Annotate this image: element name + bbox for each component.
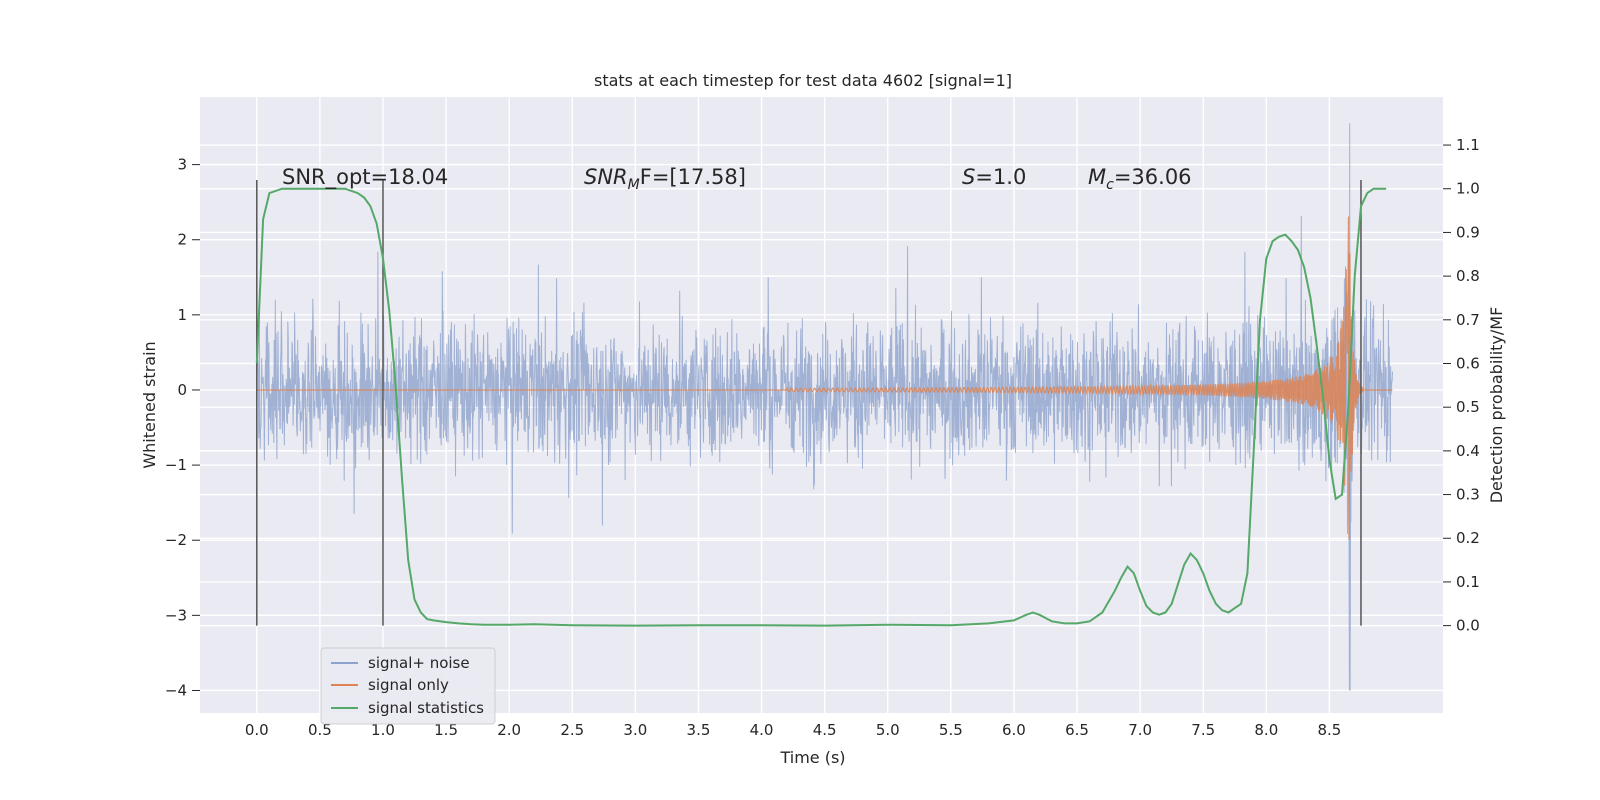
y2-tick-label: 0.1 (1456, 573, 1480, 591)
plot-content (255, 123, 1393, 691)
annotation-mc: Mc=36.06 (1088, 165, 1192, 193)
y-tick-label: −2 (165, 531, 187, 549)
annotation-snr-mf-value: F=[17.58] (640, 165, 746, 189)
y-tick-label: −3 (165, 606, 187, 624)
x-tick-label: 3.5 (687, 721, 711, 739)
series-signal-plus-noise (256, 123, 1393, 691)
y-axis-label: Whitened strain (140, 341, 159, 468)
y-axis-ticks: 3 2 1 0 −1 −2 −3 −4 (165, 156, 200, 699)
x-tick-label: 6.5 (1065, 721, 1089, 739)
y-tick-label: 2 (177, 231, 187, 249)
x-tick-label: 1.0 (371, 721, 395, 739)
y2-tick-label: 0.7 (1456, 311, 1480, 329)
x-tick-label: 5.5 (939, 721, 963, 739)
x-tick-label: 2.0 (497, 721, 521, 739)
y2-tick-label: 0.3 (1456, 486, 1480, 504)
y2-tick-label: 0.9 (1456, 223, 1480, 241)
y2-tick-label: 1.0 (1456, 180, 1480, 198)
legend: signal+ noise signal only signal statist… (320, 647, 496, 725)
y2-tick-label: 1.1 (1456, 136, 1480, 154)
annotation-snr-mf-subscript: M (628, 177, 640, 193)
annotation-s: S=1.0 (962, 165, 1026, 189)
annotation-snr-mf: SNRMF=[17.58] (584, 165, 746, 193)
legend-box (320, 647, 496, 725)
annotation-mc-symbol: M (1088, 165, 1106, 189)
x-tick-label: 4.5 (813, 721, 837, 739)
x-tick-label: 0.5 (308, 721, 332, 739)
annotation-s-symbol: S (962, 165, 975, 189)
y2-tick-label: 0.0 (1456, 617, 1480, 635)
legend-label-signal-plus-noise: signal+ noise (368, 654, 470, 672)
x-tick-label: 0.0 (245, 721, 269, 739)
y2-tick-label: 0.5 (1456, 398, 1480, 416)
legend-label-signal-statistics: signal statistics (368, 699, 484, 717)
y2-tick-label: 0.4 (1456, 442, 1480, 460)
annotation-snr-mf-symbol: SNR (584, 165, 628, 189)
legend-label-signal-only: signal only (368, 676, 449, 694)
x-tick-label: 2.5 (560, 721, 584, 739)
y-tick-label: −4 (165, 681, 187, 699)
annotation-mc-value: =36.06 (1114, 165, 1192, 189)
y2-tick-label: 0.8 (1456, 267, 1480, 285)
x-axis-ticks: 0.0 0.5 1.0 1.5 2.0 2.5 3.0 3.5 4.0 4.5 5.0 5.5 6.0 6… (245, 721, 1341, 739)
series-signal-only (256, 216, 1393, 540)
annotation-mc-subscript: c (1106, 177, 1114, 193)
y-tick-label: −1 (165, 456, 187, 474)
x-tick-label: 1.5 (434, 721, 458, 739)
y2-axis-label: Detection probability/MF (1487, 307, 1506, 504)
x-tick-label: 3.0 (623, 721, 647, 739)
x-tick-label: 4.0 (750, 721, 774, 739)
series-signal-statistics (255, 187, 1387, 627)
x-tick-label: 8.5 (1317, 721, 1341, 739)
annotation-s-value: =1.0 (975, 165, 1026, 189)
x-axis-label: Time (s) (779, 748, 845, 767)
x-tick-label: 7.0 (1128, 721, 1152, 739)
y-tick-label: 1 (177, 306, 187, 324)
y-tick-label: 0 (177, 381, 187, 399)
y2-tick-label: 0.2 (1456, 529, 1480, 547)
chart-title: stats at each timestep for test data 460… (594, 71, 1012, 90)
x-tick-label: 5.0 (876, 721, 900, 739)
annotation-snr-opt: SNR_opt=18.04 (282, 165, 448, 190)
x-tick-label: 6.0 (1002, 721, 1026, 739)
y2-axis-ticks: 1.1 1.0 0.9 0.8 0.7 0.6 0.5 0.4 0.3 0.2 0.1 0.0 (1443, 136, 1480, 635)
x-tick-label: 8.0 (1254, 721, 1278, 739)
y-tick-label: 3 (177, 156, 187, 174)
x-tick-label: 7.5 (1191, 721, 1215, 739)
y2-tick-label: 0.6 (1456, 354, 1480, 372)
